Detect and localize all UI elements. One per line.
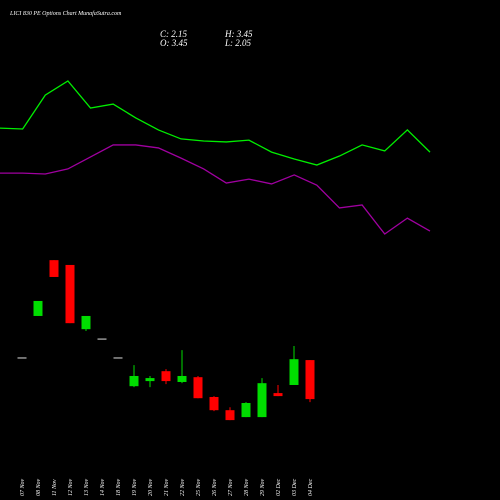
candle-body — [209, 396, 219, 411]
x-tick-label: 20 Nov — [148, 478, 154, 496]
x-tick-label: 22 Nov — [180, 478, 186, 496]
candle-body — [225, 410, 235, 421]
candle-body — [129, 375, 139, 387]
candle-body — [65, 264, 75, 324]
x-tick-label: 21 Nov — [164, 478, 170, 496]
open-label: O: 3.45 — [160, 38, 188, 48]
candle-body — [305, 360, 315, 400]
chart-title: LICI 830 PE Options Chart MunafaSutra.co… — [9, 10, 122, 17]
x-tick-label: 14 Nov — [99, 478, 106, 496]
candle-body — [33, 300, 43, 316]
x-tick-label: 28 Nov — [244, 478, 250, 496]
low-label: L: 2.05 — [224, 38, 252, 48]
candle-body — [145, 378, 155, 382]
candle-body — [97, 338, 107, 340]
candle-body — [273, 393, 283, 397]
candle-body — [289, 359, 299, 385]
x-tick-label: 26 Nov — [212, 478, 218, 496]
x-tick-label: 03 Dec — [292, 479, 298, 496]
candle-body — [257, 383, 267, 418]
line-series — [0, 144, 431, 235]
x-tick-label: 18 Nov — [116, 478, 122, 496]
candle-body — [161, 371, 171, 382]
x-tick-label: 19 Nov — [132, 478, 138, 496]
candle-body — [113, 357, 123, 359]
line-series — [0, 80, 431, 166]
x-tick-label: 12 Nov — [68, 478, 74, 496]
candle-body — [81, 315, 91, 330]
x-tick-label: 04 Dec — [307, 479, 314, 496]
x-tick-label: 29 Nov — [260, 478, 266, 496]
candle-body — [49, 260, 59, 277]
x-tick-label: 07 Nov — [20, 478, 26, 496]
high-label: H: 3.45 — [224, 29, 253, 39]
candle-body — [241, 402, 251, 418]
close-label: C: 2.15 — [160, 29, 188, 39]
x-tick-label: 27 Nov — [228, 478, 234, 496]
x-tick-label: 11 Nov — [52, 479, 58, 496]
x-tick-label: 25 Nov — [196, 478, 202, 496]
candle-body — [17, 357, 27, 359]
x-tick-label: 02 Dec — [276, 479, 282, 496]
candle-body — [193, 377, 203, 399]
candle-body — [177, 375, 187, 382]
x-tick-label: 13 Nov — [84, 478, 90, 496]
x-tick-label: 08 Nov — [36, 478, 42, 496]
